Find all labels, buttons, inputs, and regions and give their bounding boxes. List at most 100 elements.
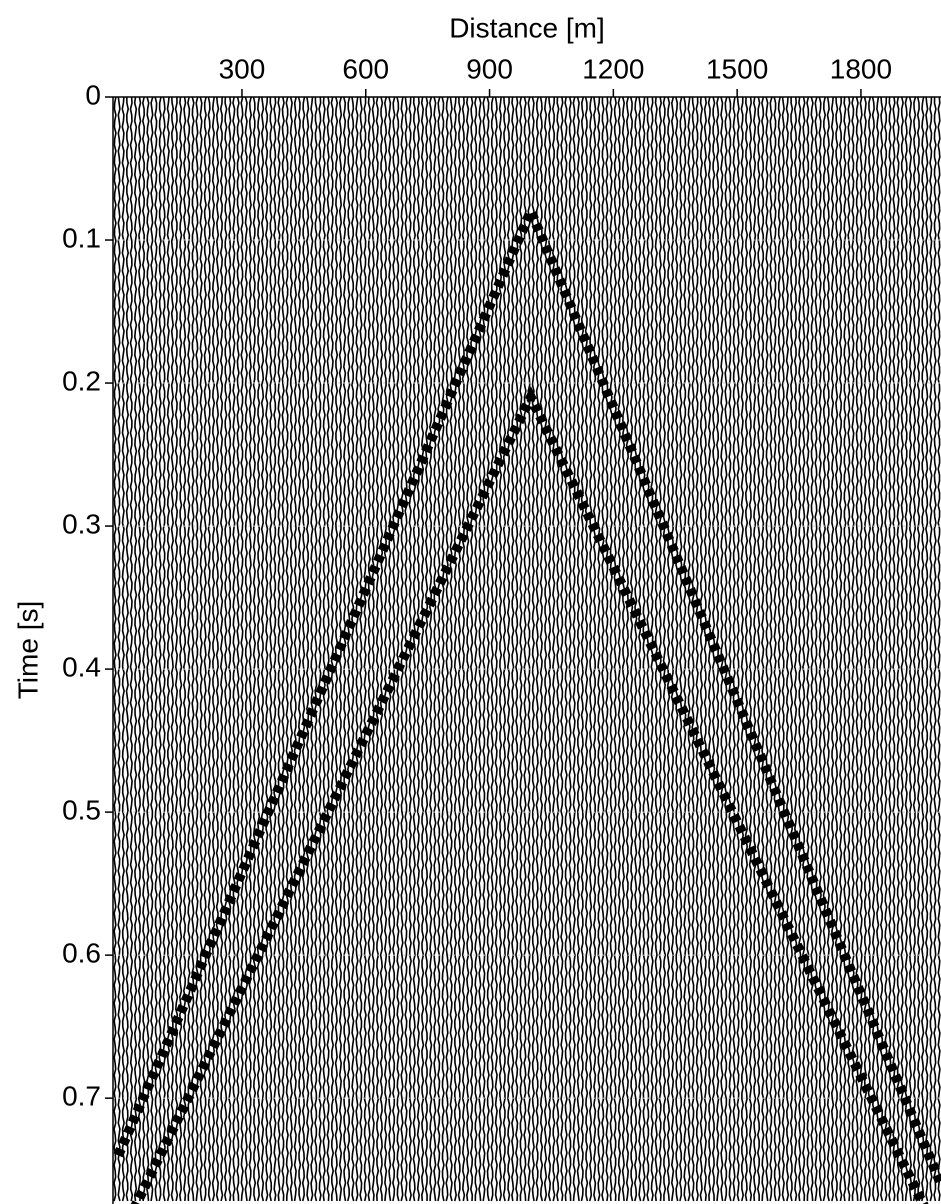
trace <box>405 97 407 1201</box>
trace <box>741 97 743 1201</box>
trace <box>270 97 272 1201</box>
trace <box>122 97 124 1201</box>
x-tick-label: 1200 <box>582 53 644 84</box>
trace <box>676 97 678 1201</box>
trace <box>815 97 817 1201</box>
trace <box>241 97 243 1201</box>
trace <box>869 97 871 1201</box>
trace <box>131 97 133 1201</box>
trace <box>721 97 723 1201</box>
trace <box>565 97 567 1201</box>
trace <box>700 97 702 1201</box>
trace <box>168 97 170 1201</box>
trace <box>254 97 256 1201</box>
trace <box>782 97 784 1201</box>
trace <box>729 97 731 1201</box>
trace <box>479 97 481 1201</box>
trace <box>623 97 625 1201</box>
trace <box>918 97 920 1201</box>
trace <box>151 97 153 1201</box>
trace <box>159 97 161 1201</box>
trace <box>331 97 333 1201</box>
trace <box>467 97 469 1201</box>
trace <box>774 97 776 1201</box>
trace <box>778 97 780 1201</box>
trace <box>680 97 682 1201</box>
trace <box>500 97 502 1201</box>
trace <box>299 97 301 1201</box>
trace <box>459 97 461 1201</box>
trace <box>799 97 801 1201</box>
x-tick-label: 1500 <box>706 53 768 84</box>
trace <box>659 97 661 1201</box>
trace <box>823 97 825 1201</box>
trace <box>483 97 485 1201</box>
trace <box>372 97 374 1201</box>
trace <box>188 97 190 1201</box>
trace <box>655 97 657 1201</box>
trace <box>401 97 403 1201</box>
trace <box>750 97 752 1201</box>
trace <box>233 97 235 1201</box>
y-tick-label: 0 <box>85 79 101 110</box>
trace <box>192 97 194 1201</box>
trace <box>352 97 354 1201</box>
trace <box>360 97 362 1201</box>
trace <box>692 97 694 1201</box>
trace <box>889 97 891 1201</box>
trace <box>832 97 834 1201</box>
trace <box>733 97 735 1201</box>
trace <box>245 97 247 1201</box>
trace <box>573 97 575 1201</box>
trace <box>594 97 596 1201</box>
trace <box>368 97 370 1201</box>
trace <box>393 97 395 1201</box>
trace <box>213 97 215 1201</box>
trace <box>865 97 867 1201</box>
trace <box>208 97 210 1201</box>
trace <box>184 97 186 1201</box>
y-tick-label: 0.2 <box>62 365 101 396</box>
trace <box>586 97 588 1201</box>
trace <box>397 97 399 1201</box>
trace <box>643 97 645 1201</box>
trace <box>438 97 440 1201</box>
y-tick-label: 0.6 <box>62 938 101 969</box>
trace <box>446 97 448 1201</box>
trace <box>495 97 497 1201</box>
x-axis-label: Distance [m] <box>449 12 605 43</box>
trace <box>828 97 830 1201</box>
trace <box>664 97 666 1201</box>
trace <box>754 97 756 1201</box>
trace <box>377 97 379 1201</box>
trace <box>893 97 895 1201</box>
trace <box>118 97 120 1201</box>
trace <box>143 97 145 1201</box>
y-axis-label: Time [s] <box>12 601 43 700</box>
trace <box>126 97 128 1201</box>
trace <box>528 97 530 1201</box>
trace <box>635 97 637 1201</box>
trace <box>631 97 633 1201</box>
trace <box>225 97 227 1201</box>
page: Distance [m] Time [s] 300600900120015001… <box>0 0 941 1204</box>
trace <box>278 97 280 1201</box>
trace <box>385 97 387 1201</box>
plot-area <box>113 97 941 1204</box>
trace <box>758 97 760 1201</box>
trace <box>910 97 912 1201</box>
y-tick-label: 0.3 <box>62 508 101 539</box>
trace <box>348 97 350 1201</box>
trace <box>516 97 518 1201</box>
trace <box>303 97 305 1201</box>
trace <box>249 97 251 1201</box>
trace <box>114 97 116 1201</box>
trace <box>684 97 686 1201</box>
trace <box>737 97 739 1201</box>
trace <box>803 97 805 1201</box>
trace <box>364 97 366 1201</box>
trace <box>426 97 428 1201</box>
trace <box>450 97 452 1201</box>
trace <box>926 97 928 1201</box>
y-tick-label: 0.5 <box>62 795 101 826</box>
